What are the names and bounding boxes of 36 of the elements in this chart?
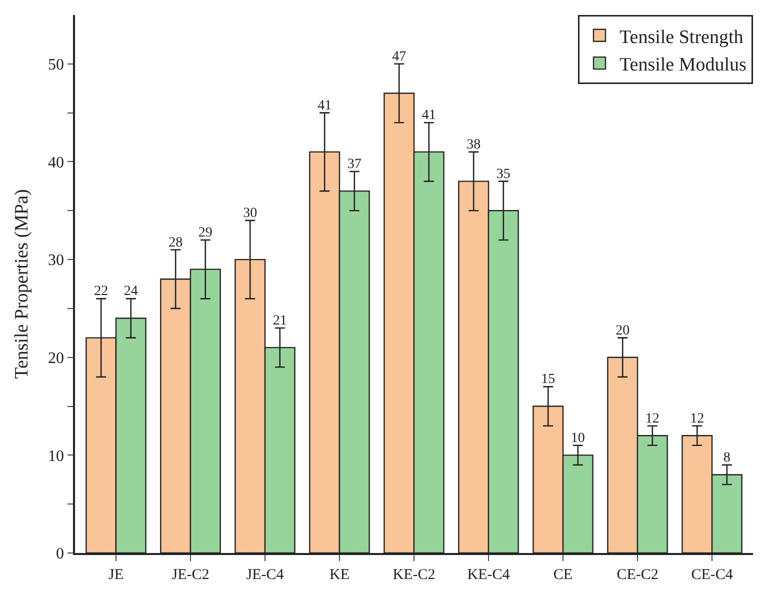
data-label: 37 (347, 157, 362, 172)
data-label: 10 (570, 430, 585, 446)
data-label: 47 (392, 49, 406, 64)
x-tick-label: KE-C4 (467, 566, 510, 583)
x-tick-label: JE (108, 566, 124, 583)
data-label: 8 (723, 450, 730, 466)
x-tick-label: JE-C4 (246, 566, 284, 583)
x-tick-label: CE (553, 566, 573, 583)
y-tick-label: 10 (48, 448, 64, 465)
data-label: 24 (124, 284, 138, 300)
y-axis-title: Tensile Properties (MPa) (11, 189, 32, 379)
y-tick-label: 50 (48, 56, 64, 74)
y-tick-label: 0 (56, 546, 64, 563)
data-label: 30 (243, 206, 258, 221)
data-label: 12 (645, 411, 660, 426)
x-tick-label: KE (329, 566, 350, 583)
data-label: 41 (318, 98, 332, 114)
y-tick-label: 30 (48, 252, 64, 270)
data-label: 28 (168, 235, 183, 250)
x-tick-label: CE-C4 (691, 566, 734, 583)
legend-label: Tensile Modulus (620, 54, 746, 76)
data-label: 21 (272, 314, 287, 329)
legend-label: Tensile Strength (620, 26, 744, 48)
x-tick-label: JE-C2 (172, 566, 210, 583)
x-tick-label: CE-C2 (616, 566, 658, 583)
data-label: 22 (94, 284, 108, 300)
data-label: 29 (198, 225, 212, 240)
data-label: 38 (466, 137, 481, 152)
data-label: 20 (616, 323, 630, 338)
data-label: 15 (541, 372, 556, 388)
y-tick-label: 20 (48, 350, 64, 367)
data-label: 35 (496, 166, 510, 182)
data-label: 41 (422, 108, 436, 124)
y-tick-label: 40 (48, 154, 64, 172)
data-label: 12 (690, 411, 704, 426)
x-tick-label: KE-C2 (392, 566, 436, 583)
